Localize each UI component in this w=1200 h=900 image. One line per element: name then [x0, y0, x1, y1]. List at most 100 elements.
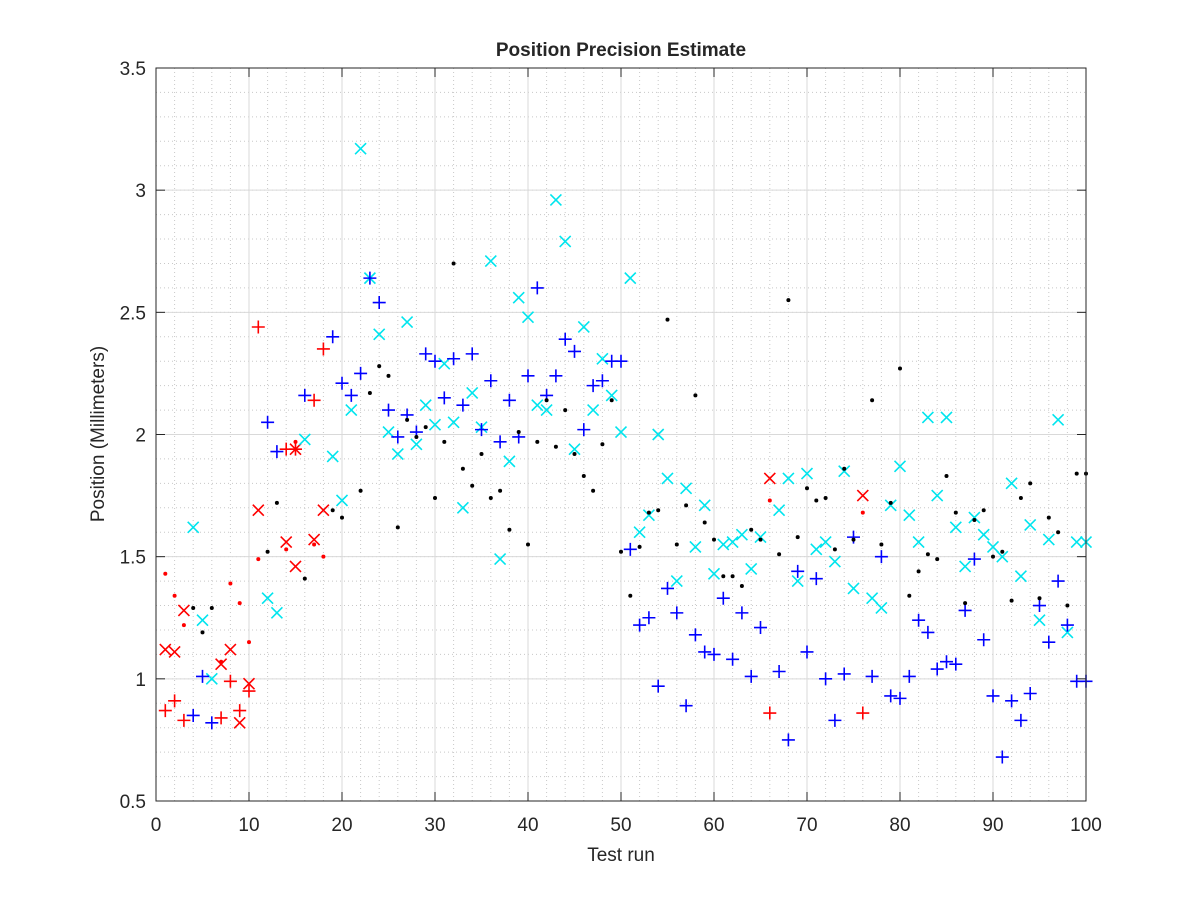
data-point-plus-marker: [502, 393, 516, 407]
data-point-dot-marker: [423, 425, 428, 430]
data-point-plus-marker: [698, 645, 712, 659]
data-point-plus-marker: [261, 415, 275, 429]
y-tick-label: 1.5: [120, 548, 146, 569]
data-point-dot-marker: [460, 466, 465, 471]
data-point-plus-marker: [586, 379, 600, 393]
data-point-dot-marker: [172, 593, 177, 598]
data-point-dot-marker: [842, 466, 847, 471]
data-point-plus-marker: [419, 347, 433, 361]
y-tick-label: 0.5: [120, 792, 146, 813]
data-point-x-marker: [782, 472, 795, 485]
x-tick-label: 60: [703, 815, 724, 836]
data-point-dot-marker: [786, 298, 791, 303]
data-point-dot-marker: [712, 537, 716, 542]
x-tick-label: 20: [331, 815, 352, 836]
data-point-x-marker: [512, 291, 525, 304]
data-point-plus-marker: [912, 613, 926, 627]
data-point-x-marker: [977, 528, 990, 541]
data-point-dot-marker: [953, 510, 958, 515]
data-point-dot-marker: [991, 554, 995, 559]
data-point-plus-marker: [874, 550, 888, 564]
data-point-plus-marker: [995, 750, 1009, 764]
data-point-dot-marker: [935, 557, 940, 562]
data-point-plus-marker: [688, 628, 702, 642]
data-point-plus-marker: [949, 657, 963, 671]
data-point-x-marker: [159, 643, 172, 656]
data-point-x-marker: [187, 521, 200, 534]
data-point-dot-marker: [665, 317, 670, 322]
data-markers: [158, 142, 1093, 764]
data-point-x-marker: [819, 535, 832, 549]
data-point-x-marker: [921, 411, 934, 424]
data-point-dot-marker: [972, 518, 977, 523]
data-point-dot-marker: [507, 527, 512, 532]
data-point-plus-marker: [763, 706, 777, 720]
x-tick-label: 0: [151, 815, 162, 836]
data-point-dot-marker: [284, 547, 289, 552]
marker-series-x: [187, 142, 1093, 685]
data-point-dot-marker: [526, 542, 530, 547]
data-point-x-marker: [540, 404, 553, 417]
data-point-plus-marker: [391, 430, 405, 444]
data-point-plus-marker: [382, 403, 395, 417]
x-tick-label: 100: [1070, 815, 1102, 836]
data-point-x-marker: [447, 416, 460, 429]
data-point-x-marker: [587, 404, 600, 417]
data-point-dot-marker: [963, 601, 968, 606]
data-point-x-marker: [1033, 614, 1046, 627]
data-point-dot-marker: [674, 542, 679, 547]
axis-ticks: [155, 67, 1087, 802]
data-point-dot-marker: [684, 503, 689, 508]
data-point-dot-marker: [777, 552, 782, 557]
data-point-dot-marker: [758, 537, 763, 542]
data-point-dot-marker: [1037, 596, 1042, 601]
data-point-x-marker: [1061, 626, 1074, 639]
data-point-plus-marker: [186, 708, 200, 722]
data-point-dot-marker: [814, 498, 819, 503]
data-point-plus-marker: [363, 271, 377, 285]
data-point-x-marker: [280, 535, 293, 549]
data-point-plus-marker: [940, 655, 953, 669]
data-point-plus-marker: [754, 621, 767, 635]
data-point-x-marker: [624, 272, 637, 285]
data-point-dot-marker: [191, 605, 196, 610]
data-point-dot-marker: [656, 508, 661, 513]
data-point-dot-marker: [581, 474, 586, 479]
data-point-plus-marker: [158, 704, 172, 718]
data-point-dot-marker: [609, 398, 614, 403]
data-point-dot-marker: [870, 398, 875, 403]
data-point-plus-marker: [670, 606, 684, 620]
data-point-plus-marker: [1023, 686, 1037, 700]
data-point-dot-marker: [395, 525, 400, 530]
data-point-x-marker: [698, 499, 711, 512]
data-point-x-marker: [670, 575, 683, 588]
x-tick-label: 50: [610, 815, 631, 836]
data-point-x-marker: [261, 592, 274, 605]
data-point-plus-marker: [335, 376, 349, 390]
data-point-dot-marker: [1056, 530, 1061, 535]
x-tick-label: 70: [796, 815, 817, 836]
data-point-plus-marker: [967, 552, 981, 566]
data-point-x-marker: [521, 311, 535, 324]
y-tick-label: 1: [135, 670, 146, 691]
data-point-x-marker: [940, 411, 953, 424]
data-point-dot-marker: [553, 444, 558, 449]
data-point-x-marker: [419, 399, 432, 412]
data-point-dot-marker: [312, 542, 317, 547]
data-point-plus-marker: [1033, 599, 1046, 613]
data-point-x-marker: [354, 142, 367, 155]
data-point-dot-marker: [470, 483, 475, 488]
data-point-plus-marker: [326, 330, 340, 344]
data-point-plus-marker: [1014, 713, 1028, 727]
data-point-dot-marker: [237, 601, 242, 606]
marker-series-+: [186, 271, 1093, 764]
data-point-dot-marker: [1009, 598, 1014, 603]
data-point-plus-marker: [986, 689, 1000, 703]
data-point-x-marker: [726, 535, 739, 549]
data-point-dot-marker: [730, 574, 735, 579]
data-point-x-marker: [996, 550, 1009, 563]
data-point-plus-marker: [1042, 635, 1056, 649]
data-point-dot-marker: [702, 520, 707, 525]
data-point-x-marker: [754, 531, 767, 544]
data-point-plus-marker: [930, 662, 944, 676]
